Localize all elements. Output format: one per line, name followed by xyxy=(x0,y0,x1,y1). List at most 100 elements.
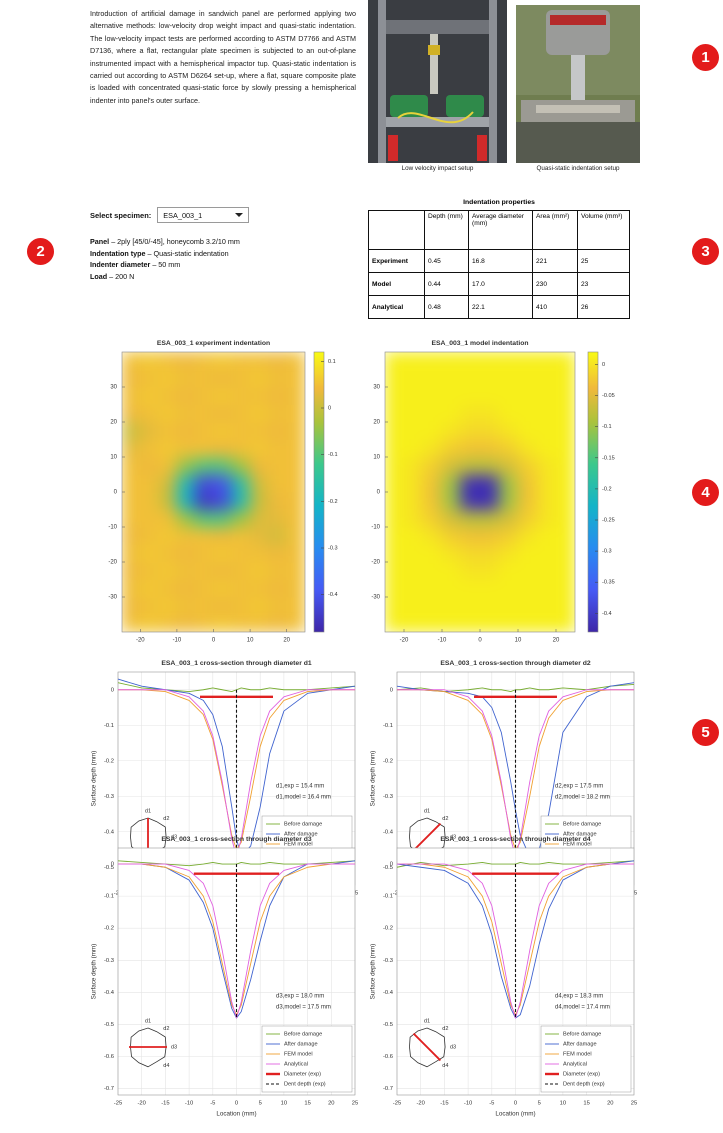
heatmap-cell xyxy=(194,544,214,563)
heatmap-cell xyxy=(194,614,214,632)
heatmap-cell xyxy=(498,421,519,440)
heatmap-cell xyxy=(422,561,443,580)
x-tick-label: 0 xyxy=(212,638,216,644)
inset-label: d1 xyxy=(424,1018,430,1024)
heatmap-cell xyxy=(158,421,178,440)
heatmap-cell xyxy=(158,456,178,475)
heatmap-cell xyxy=(158,561,178,580)
x-tick-label: 5 xyxy=(259,1101,262,1107)
specimen-selector: Select specimen: ESA_003_1 xyxy=(90,207,250,223)
heatmap-cell xyxy=(555,561,575,580)
y-tick-label: 10 xyxy=(110,455,117,461)
x-tick-label: 10 xyxy=(247,638,254,644)
heatmap-cell xyxy=(158,526,178,545)
heatmap-cell xyxy=(498,456,519,475)
inset-label: d1 xyxy=(145,808,151,814)
x-tick-label: 5 xyxy=(538,1101,541,1107)
heatmap-area xyxy=(122,352,305,632)
heatmap-cell xyxy=(403,526,424,545)
x-tick-label: 10 xyxy=(281,1101,287,1107)
step-badge: 2 xyxy=(27,238,54,265)
heatmap-cell xyxy=(213,579,233,598)
heatmap-cell xyxy=(231,526,251,545)
heatmap-cell xyxy=(249,561,269,580)
heatmap-cell xyxy=(385,369,405,388)
photo-impact-art xyxy=(368,0,507,163)
heatmap-cell xyxy=(555,386,575,405)
heatmap-cell xyxy=(122,439,141,458)
y-tick-label: -0.6 xyxy=(104,1054,114,1060)
inset-outline xyxy=(409,1027,446,1068)
dropdown-arrow[interactable] xyxy=(235,213,244,217)
heatmap-cell xyxy=(122,596,141,615)
legend-label: Analytical xyxy=(563,1061,587,1067)
heatmap-cell xyxy=(403,421,424,440)
heatmap-cell xyxy=(139,352,160,370)
detail-line: Indenter diameter – 50 mm xyxy=(90,259,240,271)
heatmap-cell xyxy=(441,579,462,598)
inset-label: d4 xyxy=(163,1063,169,1069)
table-cell: 230 xyxy=(532,272,578,296)
heatmap-cell xyxy=(176,526,196,545)
chart-title: ESA_003_1 cross-section through diameter… xyxy=(440,660,591,667)
colorbar xyxy=(587,351,599,633)
table-cell: 410 xyxy=(532,295,578,319)
heatmap-cell xyxy=(460,579,481,598)
detail-label: Indentation type xyxy=(90,248,146,258)
table-row: Analytical 0.48 22.1 410 26 xyxy=(368,295,630,319)
heatmap-cell xyxy=(249,474,269,493)
y-tick-label: 0 xyxy=(111,687,114,693)
y-tick-label: 30 xyxy=(373,385,380,391)
heatmap-cell xyxy=(231,439,251,458)
heatmap-cell xyxy=(213,509,233,528)
table-header: Average diameter (mm) xyxy=(468,210,533,250)
heatmap-cell xyxy=(267,579,288,598)
heatmap-cell xyxy=(422,491,443,510)
x-tick-label: -15 xyxy=(440,1101,448,1107)
heatmap-cell xyxy=(231,544,251,563)
heatmap-cell xyxy=(122,386,141,405)
y-tick-label: -0.5 xyxy=(104,865,114,871)
heatmap-cell xyxy=(460,404,481,423)
heatmap-cell xyxy=(385,526,405,545)
heatmap-cell xyxy=(194,404,214,423)
heatmap-cell xyxy=(517,369,538,388)
heatmap-cell xyxy=(517,596,538,615)
specimen-dropdown[interactable]: ESA_003_1 xyxy=(157,207,250,223)
series-line xyxy=(118,863,355,1019)
heatmap-cell xyxy=(460,614,481,632)
heatmap-cell xyxy=(555,439,575,458)
inset-label: d1 xyxy=(145,1018,151,1024)
y-tick-label: -20 xyxy=(371,560,380,566)
inset-diameter xyxy=(412,822,442,852)
heatmap-cell xyxy=(517,509,538,528)
heatmap-cell xyxy=(498,561,519,580)
heatmap-cell xyxy=(122,404,141,423)
table-cell: 0.44 xyxy=(424,272,469,296)
colorbar-tick-label: -0.15 xyxy=(602,455,615,461)
heatmap-cell xyxy=(555,526,575,545)
x-tick-label: -20 xyxy=(138,1101,146,1107)
heatmap-cell xyxy=(422,596,443,615)
inset-label: d2 xyxy=(163,1026,169,1032)
y-tick-label: -0.1 xyxy=(383,723,393,729)
specimen-label: Select specimen: xyxy=(90,210,152,220)
detail-value: – Quasi-static indentation xyxy=(147,248,229,258)
heatmap-cell xyxy=(194,421,214,440)
table-cell: 26 xyxy=(577,295,630,319)
heatmap-cell xyxy=(403,509,424,528)
legend-label: After damage xyxy=(563,831,597,837)
legend-label: FEM model xyxy=(563,1051,592,1057)
heatmap-cell xyxy=(460,561,481,580)
y-tick-label: 30 xyxy=(110,385,117,391)
heatmap-cell xyxy=(536,352,557,370)
y-tick-label: -30 xyxy=(371,595,380,601)
table-cell: 0.48 xyxy=(424,295,469,319)
heatmap-cell xyxy=(158,614,178,632)
heatmap-cell xyxy=(460,369,481,388)
heatmap-cell xyxy=(139,474,160,493)
heatmap-cell xyxy=(139,596,160,615)
heatmap-cell xyxy=(422,404,443,423)
heatmap-cell xyxy=(422,509,443,528)
